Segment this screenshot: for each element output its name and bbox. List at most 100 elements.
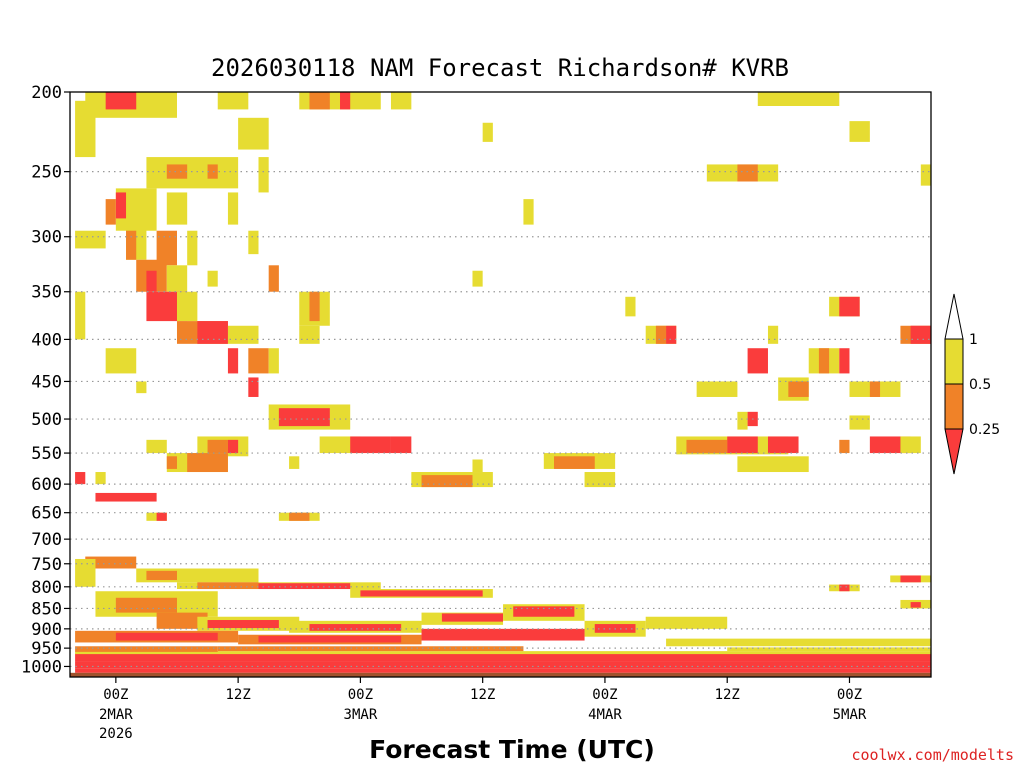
ri-cell (238, 117, 269, 150)
x-tick-label: 00Z (837, 687, 862, 703)
credit-text: coolwx.com/modelts (851, 746, 1014, 764)
y-tick-label: 550 (31, 444, 62, 464)
legend-swatch-lt05 (944, 383, 964, 430)
y-tick-label: 600 (31, 475, 62, 495)
y-tick-label: 500 (31, 410, 62, 430)
ri-cell (523, 199, 534, 225)
ri-cell (839, 584, 850, 592)
ri-cell (767, 325, 779, 344)
ri-cell (309, 291, 320, 322)
y-tick-label: 400 (31, 330, 62, 350)
y-tick-label: 950 (31, 639, 62, 659)
ri-cell (156, 230, 177, 266)
ri-cell (95, 472, 106, 485)
ri-cell (360, 590, 483, 597)
y-tick-label: 450 (31, 372, 62, 392)
ri-cell (187, 453, 228, 473)
ri-cell (299, 325, 320, 344)
x-tick-label: 12Z (470, 687, 495, 703)
ri-cell (737, 411, 748, 430)
ri-cell (136, 381, 147, 394)
ri-cell (75, 646, 218, 652)
ri-cell (75, 661, 932, 669)
y-tick-label: 750 (31, 555, 62, 575)
ri-cell (176, 291, 198, 322)
ri-cell (207, 439, 228, 454)
legend-level-label: 1 (969, 332, 978, 348)
x-tick-date: 2MAR (99, 707, 133, 723)
ri-cell (390, 92, 412, 110)
ri-cell (839, 296, 860, 317)
ri-cell (839, 348, 850, 374)
ri-cell (146, 157, 239, 189)
ri-cell (197, 582, 259, 590)
ri-cell (666, 638, 931, 647)
ri-cell (105, 348, 137, 374)
ri-cell (75, 651, 932, 655)
ri-cell (166, 164, 188, 179)
ri-cell (849, 121, 870, 142)
ri-cell (207, 164, 218, 179)
ri-cell (340, 92, 351, 110)
ri-cell (421, 475, 473, 488)
ri-cell (289, 512, 310, 521)
chart-title: 2026030118 NAM Forecast Richardson# KVRB (211, 54, 789, 82)
ri-cell (207, 270, 218, 287)
grid-layer (70, 171, 931, 668)
ri-cell (767, 436, 799, 454)
ri-cell (849, 415, 870, 430)
ri-cell (472, 459, 483, 473)
ri-cell (350, 436, 391, 454)
y-axis: 200 250 300 350 400 450 500 550 600 650 700 750 8008… (21, 83, 70, 677)
ri-cell (910, 325, 931, 344)
ri-cell (737, 164, 758, 182)
ri-cell (289, 456, 300, 469)
ri-cell (75, 558, 96, 587)
ri-cell (788, 381, 809, 397)
ri-cell (166, 265, 188, 292)
ri-cell (85, 556, 137, 569)
legend-swatch-lt1 (944, 338, 964, 385)
ri-cell (207, 620, 279, 629)
ri-cell (115, 597, 177, 613)
ri-cell (869, 381, 881, 397)
x-tick-label: 00Z (103, 687, 128, 703)
legend-level-label: 0.25 (969, 422, 1000, 438)
ri-cell (421, 628, 585, 641)
ri-cell (645, 616, 728, 629)
ri-cell (910, 602, 921, 608)
x-tick-year: 2026 (99, 726, 133, 742)
ri-cell (227, 192, 239, 225)
ri-cell (95, 492, 157, 502)
ri-cell (248, 348, 269, 374)
x-tick-label: 00Z (348, 687, 373, 703)
x-tick-label: 12Z (715, 687, 740, 703)
ri-cell (686, 439, 728, 454)
x-tick-label: 00Z (592, 687, 617, 703)
x-tick-date: 5MAR (833, 707, 867, 723)
surface-strip (70, 672, 931, 677)
ri-cell (696, 381, 738, 397)
ri-cell (553, 456, 595, 469)
ri-cell (258, 583, 351, 590)
legend: 1 0.5 0.25 (944, 293, 1000, 475)
y-tick-label: 300 (31, 228, 62, 248)
ri-cell (217, 92, 249, 110)
ri-cell (105, 92, 137, 110)
ri-cell (727, 647, 931, 652)
ri-cell (146, 439, 167, 454)
x-axis: 00Z 2MAR 2026 12Z 00Z 3MAR 12Z 00Z 4MAR 12Z 00Z 5MA… (99, 677, 867, 742)
ri-cell (818, 348, 830, 374)
y-tick-label: 800 (31, 578, 62, 598)
cells-layer (70, 92, 932, 677)
ri-cell (75, 291, 86, 340)
ri-cell (156, 512, 167, 521)
ri-cell (666, 325, 677, 344)
ri-cell (105, 199, 116, 225)
ri-cell (75, 653, 932, 662)
ri-cell (727, 436, 758, 454)
ri-cell (258, 157, 269, 193)
ri-cell (217, 646, 524, 652)
ri-cell (757, 92, 840, 106)
